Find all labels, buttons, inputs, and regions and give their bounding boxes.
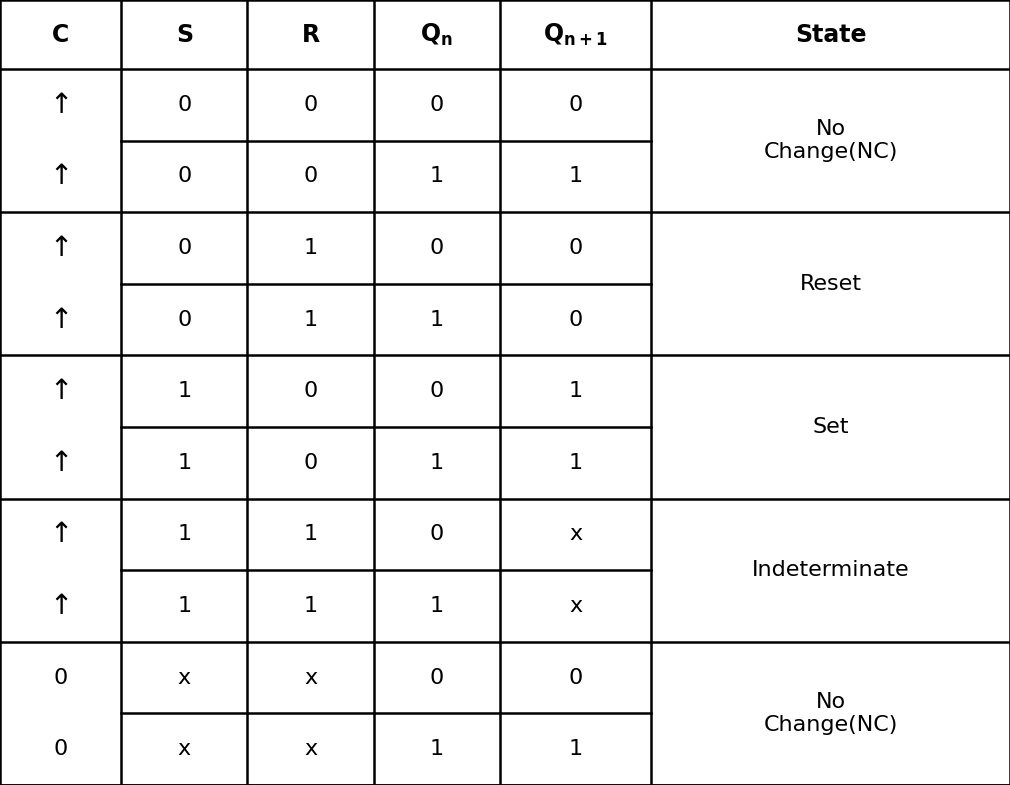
Text: 1: 1 xyxy=(178,453,191,473)
Text: x: x xyxy=(178,667,191,688)
Text: 1: 1 xyxy=(569,453,583,473)
Text: x: x xyxy=(570,524,582,545)
Text: R: R xyxy=(302,23,319,46)
Text: x: x xyxy=(304,739,317,759)
Text: 1: 1 xyxy=(178,382,191,401)
Text: 0: 0 xyxy=(177,238,192,258)
Text: 0: 0 xyxy=(303,382,318,401)
Text: 0: 0 xyxy=(569,95,583,115)
Text: Q$_\mathbf{n+1}$: Q$_\mathbf{n+1}$ xyxy=(543,21,608,48)
Text: 0: 0 xyxy=(177,95,192,115)
Text: 0: 0 xyxy=(569,238,583,258)
Text: ↑: ↑ xyxy=(48,449,73,476)
Text: No
Change(NC): No Change(NC) xyxy=(764,692,898,735)
Text: x: x xyxy=(304,667,317,688)
Text: 0: 0 xyxy=(303,453,318,473)
Text: 1: 1 xyxy=(430,596,443,616)
Text: 1: 1 xyxy=(304,238,317,258)
Text: Indeterminate: Indeterminate xyxy=(751,560,910,580)
Text: ↑: ↑ xyxy=(48,234,73,262)
Text: Set: Set xyxy=(812,417,849,437)
Text: 0: 0 xyxy=(303,166,318,187)
Text: 1: 1 xyxy=(430,739,443,759)
Text: 1: 1 xyxy=(304,596,317,616)
Text: 1: 1 xyxy=(178,596,191,616)
Text: ↑: ↑ xyxy=(48,592,73,620)
Text: 1: 1 xyxy=(304,309,317,330)
Text: 1: 1 xyxy=(430,166,443,187)
Text: 0: 0 xyxy=(54,667,68,688)
Text: S: S xyxy=(176,23,193,46)
Text: ↑: ↑ xyxy=(48,162,73,191)
Text: 1: 1 xyxy=(304,524,317,545)
Text: 1: 1 xyxy=(430,453,443,473)
Text: C: C xyxy=(52,23,70,46)
Text: 0: 0 xyxy=(569,667,583,688)
Text: Reset: Reset xyxy=(800,274,862,294)
Text: 1: 1 xyxy=(569,739,583,759)
Text: ↑: ↑ xyxy=(48,520,73,549)
Text: 1: 1 xyxy=(178,524,191,545)
Text: 1: 1 xyxy=(569,166,583,187)
Text: 0: 0 xyxy=(177,166,192,187)
Text: 0: 0 xyxy=(429,524,444,545)
Text: 1: 1 xyxy=(430,309,443,330)
Text: 0: 0 xyxy=(54,739,68,759)
Text: ↑: ↑ xyxy=(48,378,73,405)
Text: x: x xyxy=(570,596,582,616)
Text: ↑: ↑ xyxy=(48,91,73,119)
Text: 0: 0 xyxy=(429,382,444,401)
Text: x: x xyxy=(178,739,191,759)
Text: 0: 0 xyxy=(429,238,444,258)
Text: 0: 0 xyxy=(429,667,444,688)
Text: 1: 1 xyxy=(569,382,583,401)
Text: No
Change(NC): No Change(NC) xyxy=(764,119,898,162)
Text: 0: 0 xyxy=(177,309,192,330)
Text: State: State xyxy=(795,23,867,46)
Text: 0: 0 xyxy=(429,95,444,115)
Text: Q$_\mathbf{n}$: Q$_\mathbf{n}$ xyxy=(420,21,453,48)
Text: ↑: ↑ xyxy=(48,305,73,334)
Text: 0: 0 xyxy=(569,309,583,330)
Text: 0: 0 xyxy=(303,95,318,115)
